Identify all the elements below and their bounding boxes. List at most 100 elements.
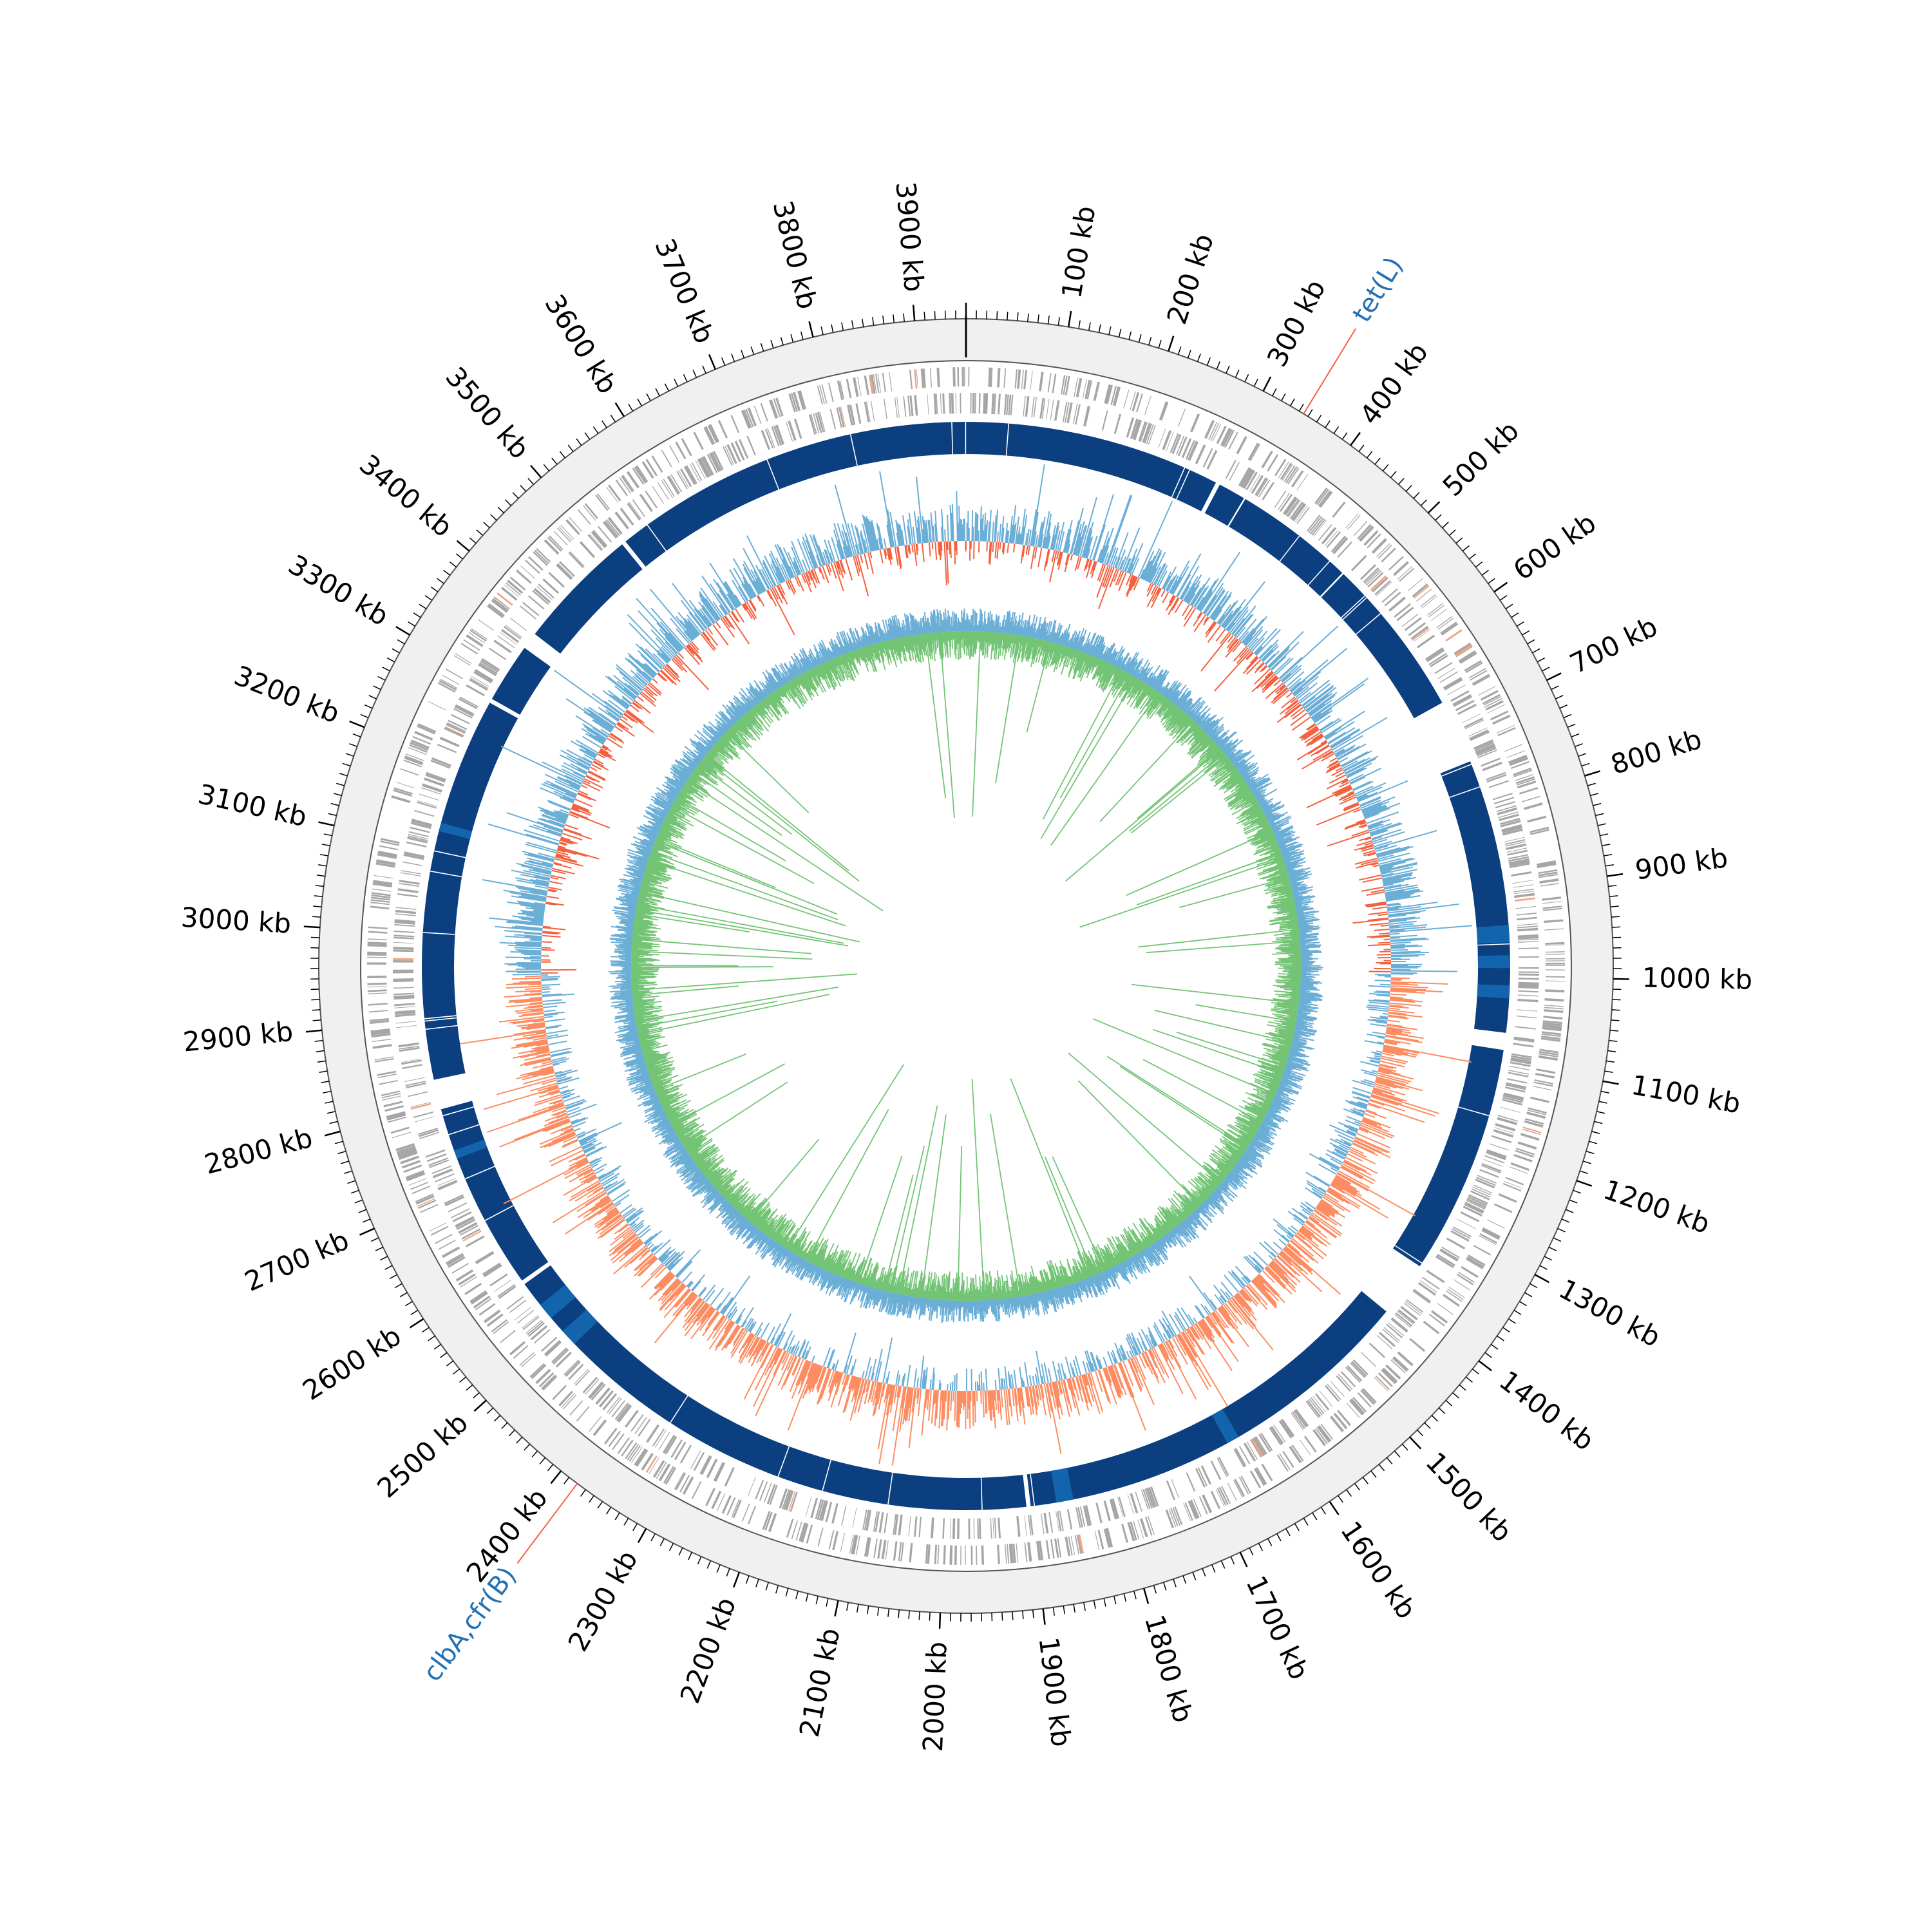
cds-feature: [1430, 654, 1448, 668]
gc-skew-bar: [1273, 1258, 1294, 1278]
gc-skew-bar: [1382, 877, 1401, 883]
cds-feature: [648, 1457, 659, 1475]
gc-skew-bar: [1387, 1025, 1418, 1030]
gc-skew-bar: [947, 541, 949, 551]
gc-skew-bar: [1009, 1388, 1013, 1417]
cds-feature: [536, 585, 553, 600]
cds-feature: [558, 1390, 573, 1406]
gc-skew-bar: [574, 1128, 581, 1132]
gc-skew-bar: [946, 1390, 949, 1431]
cds-feature: [697, 459, 710, 478]
cds-feature: [747, 407, 757, 427]
cds-feature: [898, 1542, 902, 1562]
gc-skew-bar: [1045, 522, 1052, 549]
gc-skew-bar: [1231, 1271, 1245, 1288]
cds-feature: [1066, 402, 1073, 423]
cds-feature: [828, 383, 834, 402]
cds-feature: [1428, 652, 1447, 665]
cds-feature: [1054, 400, 1060, 421]
cds-feature: [1171, 434, 1182, 454]
cds-feature: [1144, 1488, 1153, 1509]
cds-feature: [1010, 394, 1014, 415]
minor-tick: [1397, 478, 1405, 485]
cds-feature: [1243, 1443, 1256, 1462]
gc-skew-bar: [1007, 1371, 1011, 1389]
cds-feature: [1452, 1226, 1472, 1238]
cds-feature: [1084, 379, 1091, 399]
minor-tick: [580, 1489, 586, 1497]
cds-feature: [820, 1500, 828, 1521]
gc-skew-bar: [1316, 1206, 1331, 1216]
cds-feature: [1470, 731, 1490, 741]
gc-skew-bar: [1333, 1178, 1358, 1193]
gc-skew-bar: [1338, 1170, 1370, 1189]
cds-feature: [1359, 564, 1376, 580]
gc-skew-bar: [1356, 786, 1383, 799]
minor-tick: [1448, 529, 1456, 536]
cds-feature: [1189, 1499, 1200, 1519]
cds-feature: [685, 465, 697, 484]
gc-skew-bar: [1342, 779, 1349, 783]
cds-feature: [866, 401, 871, 422]
cds-feature: [1198, 1496, 1208, 1515]
cds-feature: [459, 696, 478, 708]
gc-skew-bar: [1082, 1361, 1088, 1374]
cds-feature: [1150, 1486, 1159, 1507]
gc-skew-bar: [1027, 545, 1030, 556]
cds-feature: [1162, 430, 1172, 451]
gc-skew-bar: [524, 975, 542, 978]
gc-skew-bar: [1349, 768, 1382, 784]
cds-feature: [393, 960, 414, 963]
gc-skew-bar: [1313, 1175, 1331, 1187]
cds-feature: [1545, 953, 1565, 955]
cds-feature: [853, 377, 859, 397]
gc-skew-bar: [1372, 1031, 1386, 1036]
tick-label: 400 kb: [1354, 337, 1434, 430]
gc-skew-bar: [1032, 511, 1039, 547]
cds-feature: [374, 875, 393, 879]
minor-tick: [1098, 324, 1101, 333]
cds-feature: [1468, 1194, 1488, 1205]
cds-feature: [1200, 1465, 1212, 1485]
gc-skew-bar: [1330, 729, 1360, 748]
gc-skew-bar: [1376, 847, 1401, 855]
cds-feature: [1482, 761, 1502, 772]
cds-feature: [465, 1235, 485, 1247]
gc-skew-bar: [1017, 526, 1021, 545]
gc-skew-bar: [1020, 544, 1025, 564]
cds-feature: [615, 479, 628, 497]
gc-content-dip: [1042, 669, 1122, 820]
cds-feature: [1271, 1426, 1284, 1444]
gc-skew-bar: [1211, 591, 1233, 620]
cds-feature: [1364, 569, 1381, 585]
gc-skew-bar: [938, 1390, 942, 1429]
cds-feature: [836, 407, 842, 428]
cds-feature: [1518, 986, 1539, 989]
minor-tick: [452, 1368, 460, 1375]
tick-label: 2100 kb: [793, 1625, 846, 1740]
gc-skew-bar: [974, 512, 977, 542]
cds-feature: [997, 368, 1001, 388]
major-tick: [324, 1130, 341, 1137]
gc-skew-bar: [1325, 1193, 1340, 1203]
cds-feature: [1008, 394, 1012, 415]
gc-skew-bar: [1382, 1050, 1401, 1056]
cds-feature: [1337, 541, 1352, 558]
gc-skew-bar: [1033, 531, 1037, 547]
cds-feature: [1133, 1520, 1140, 1540]
gc-skew-bar: [940, 1390, 944, 1426]
cds-feature: [1074, 377, 1079, 397]
gc-skew-bar: [1293, 1213, 1305, 1224]
gc-skew-bar: [1308, 1217, 1336, 1238]
gc-skew-bar: [1133, 577, 1140, 591]
gc-skew-bar: [1113, 569, 1120, 582]
gc-skew-bar: [785, 580, 791, 591]
gc-skew-bar: [1370, 889, 1385, 893]
minor-tick: [841, 322, 844, 331]
gc-skew-bar: [1342, 794, 1356, 802]
gc-skew-bar: [1380, 1060, 1405, 1068]
gc-skew-bar: [1389, 924, 1428, 929]
cds-feature: [1510, 1059, 1531, 1065]
cds-feature: [1054, 1539, 1059, 1558]
gc-skew-bar: [1084, 537, 1092, 558]
